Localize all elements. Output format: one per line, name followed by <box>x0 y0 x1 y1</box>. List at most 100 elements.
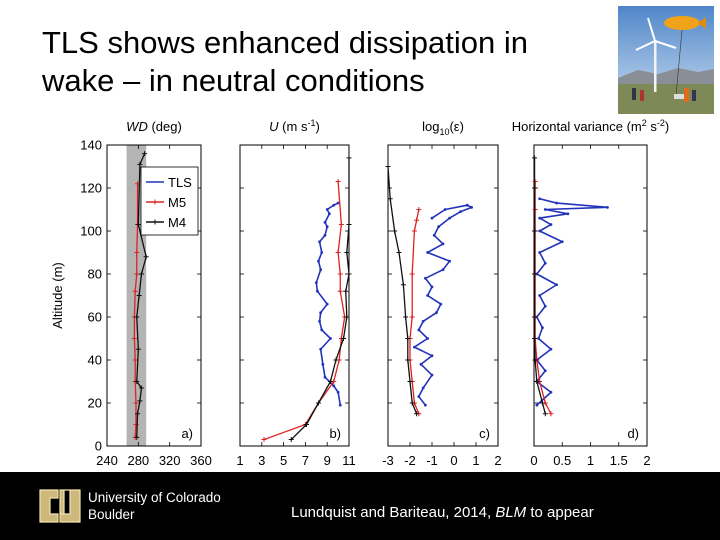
data-point-M4 <box>542 411 548 417</box>
data-point-M4 <box>385 164 391 169</box>
data-point-TLS <box>332 384 336 388</box>
data-point-M4 <box>134 314 140 320</box>
data-point-M5 <box>335 250 341 255</box>
data-point-M4 <box>315 400 321 406</box>
data-point-TLS <box>321 362 325 366</box>
data-point-M5 <box>337 288 343 294</box>
data-point-TLS <box>417 328 421 332</box>
data-point-TLS <box>443 208 447 211</box>
data-point-M4 <box>303 422 309 427</box>
data-point-TLS <box>318 319 321 323</box>
data-point-TLS <box>323 375 327 379</box>
data-point-M4 <box>532 314 538 320</box>
y-tick-label: 140 <box>80 138 102 153</box>
legend-label: M5 <box>168 195 186 210</box>
data-point-M5 <box>337 271 343 277</box>
data-point-M5 <box>411 228 417 234</box>
data-point-M5 <box>409 314 415 320</box>
x-tick-label: 2 <box>494 453 501 468</box>
data-point-M5 <box>132 288 138 294</box>
data-point-TLS <box>325 225 329 229</box>
legend-label: TLS <box>168 175 192 190</box>
title-text: (m s <box>279 119 308 134</box>
data-point-TLS <box>315 289 319 293</box>
data-point-M4 <box>396 250 402 255</box>
x-tick-label: 320 <box>159 453 181 468</box>
data-point-M4 <box>532 271 538 277</box>
data-point-TLS <box>417 395 421 398</box>
x-tick-label: 0 <box>530 453 537 468</box>
y-tick-label: 0 <box>95 439 102 454</box>
data-point-TLS <box>459 210 462 214</box>
y-tick-label: 40 <box>88 353 102 368</box>
y-tick-label: 100 <box>80 224 102 239</box>
legend-box <box>140 166 199 236</box>
panel-title: U (m s-1) <box>269 118 320 134</box>
panel-label: d) <box>627 426 639 441</box>
data-point-M4 <box>532 185 538 191</box>
title-text: (deg) <box>148 119 182 134</box>
data-point-M5 <box>261 437 267 443</box>
title-text: s <box>647 119 658 134</box>
series-line-TLS <box>315 202 342 406</box>
data-point-TLS <box>426 294 429 297</box>
data-point-M4 <box>405 357 411 363</box>
series-line-M4 <box>533 157 546 414</box>
data-point-TLS <box>421 386 425 390</box>
data-point-M4 <box>135 222 141 228</box>
data-point-M5 <box>409 271 415 277</box>
data-point-TLS <box>543 304 547 308</box>
data-point-TLS <box>426 337 429 340</box>
data-point-TLS <box>543 261 547 265</box>
data-point-M4 <box>414 411 420 417</box>
data-point-TLS <box>470 205 473 209</box>
data-point-TLS <box>424 403 427 407</box>
x-tick-label: 11 <box>342 453 356 468</box>
footer-bar <box>0 472 720 540</box>
legend-marker <box>152 199 158 205</box>
slide-title: TLS shows enhanced dissipation in wake –… <box>42 24 602 100</box>
data-point-TLS <box>538 294 542 297</box>
data-point-M4 <box>344 314 350 320</box>
data-point-TLS <box>320 251 324 254</box>
data-point-TLS <box>426 251 429 254</box>
x-tick-label: 2 <box>643 453 650 468</box>
data-point-TLS <box>549 390 553 394</box>
cu-logo-icon <box>39 489 81 523</box>
x-tick-label: -3 <box>382 453 394 468</box>
title-text: ) <box>315 119 319 134</box>
slide-title-line2: wake – in neutral conditions <box>42 63 425 98</box>
title-text: Horizontal variance (m <box>512 119 642 134</box>
data-point-TLS <box>566 212 570 216</box>
data-point-M5 <box>132 357 138 363</box>
title-text: log <box>422 119 439 134</box>
x-tick-label: 1.5 <box>610 453 628 468</box>
plot-frame <box>387 144 499 447</box>
data-point-TLS <box>555 201 558 205</box>
data-point-TLS <box>325 302 329 306</box>
x-tick-label: -1 <box>426 453 438 468</box>
plot-frame <box>239 144 350 447</box>
data-point-M4 <box>539 400 545 406</box>
data-point-M4 <box>344 250 350 255</box>
x-tick-label: -2 <box>404 453 416 468</box>
title-sub: 10 <box>439 127 449 137</box>
data-point-M4 <box>532 357 538 363</box>
data-point-M4 <box>333 357 339 363</box>
data-point-TLS <box>319 311 323 315</box>
x-tick-label: 3 <box>258 453 265 468</box>
chart-panel-2: 1 3 5 7 9 11 U (m s-1) b) <box>236 118 355 468</box>
data-point-TLS <box>430 216 434 220</box>
data-point-TLS <box>430 285 434 289</box>
data-point-M4 <box>346 155 352 161</box>
data-point-TLS <box>606 205 609 209</box>
y-tick-label: 80 <box>88 267 102 282</box>
data-point-TLS <box>317 259 320 263</box>
title-sup: -1 <box>307 118 315 128</box>
x-tick-label: 1 <box>236 453 243 468</box>
panel-label: c) <box>479 426 490 441</box>
data-point-M4 <box>138 271 144 277</box>
data-point-M4 <box>137 161 143 167</box>
series-line-M4 <box>290 157 350 441</box>
data-point-M4 <box>327 379 333 384</box>
